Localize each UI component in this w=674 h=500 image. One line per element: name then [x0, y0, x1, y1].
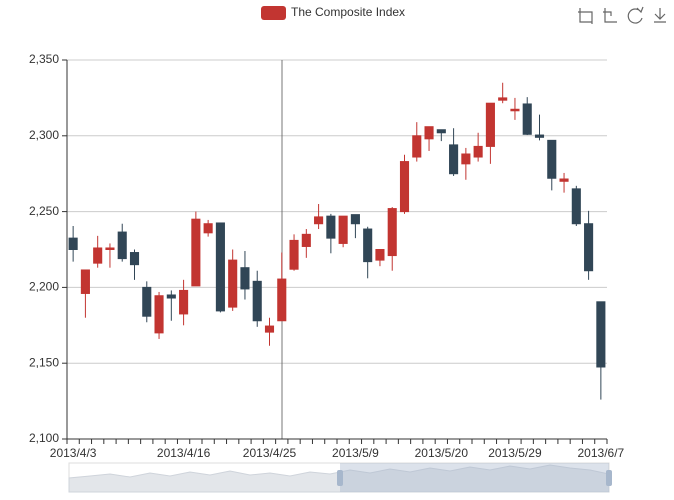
candle-body [473, 145, 483, 158]
y-tick-label: 2,350 [29, 52, 59, 66]
candle-body [510, 108, 520, 112]
candle-body [547, 139, 557, 179]
candle-body [301, 233, 311, 247]
candle-body [314, 216, 324, 225]
x-tick-label: 2013/5/29 [488, 446, 542, 460]
candle-body [129, 252, 140, 266]
candle-body [412, 135, 422, 158]
candle-body [498, 97, 508, 101]
candle-body [485, 102, 495, 147]
restore-icon[interactable] [627, 6, 644, 24]
slider-handle[interactable] [606, 470, 612, 486]
slider-handle[interactable] [337, 470, 343, 486]
candle-body [338, 215, 348, 244]
save-icon[interactable] [654, 8, 666, 23]
candle-body [461, 153, 471, 165]
candle-body [449, 144, 459, 175]
candle-body [559, 178, 569, 182]
candle-body [179, 289, 189, 315]
x-tick-label: 2013/4/25 [243, 446, 297, 460]
candle-body [350, 214, 360, 225]
candle-body [534, 134, 545, 138]
y-tick-label: 2,200 [29, 280, 59, 294]
candle-body [436, 129, 446, 134]
candle-body [363, 228, 373, 263]
candle-body [571, 188, 581, 225]
candle-body [240, 267, 250, 290]
candle-body [399, 161, 410, 213]
candle-body [584, 223, 594, 272]
candle-body [522, 103, 532, 135]
candle-body [375, 249, 385, 261]
candle-body [252, 280, 262, 322]
candle-body [228, 259, 238, 308]
toolbox [578, 6, 666, 24]
candle-body [264, 325, 275, 333]
candle-body [68, 237, 78, 251]
x-tick-label: 2013/4/16 [157, 446, 211, 460]
candle-body [166, 294, 176, 299]
candle-body [142, 286, 152, 317]
y-tick-label: 2,150 [29, 355, 59, 369]
candle-body [105, 247, 115, 250]
candle-body [424, 126, 434, 140]
x-tick-label: 2013/5/9 [332, 446, 379, 460]
candle-body [596, 301, 606, 368]
zoom-reset-icon[interactable] [603, 8, 617, 23]
slider-selection[interactable] [340, 463, 609, 492]
y-tick-label: 2,100 [29, 431, 59, 445]
candle-body [80, 269, 90, 294]
candle-body [277, 278, 287, 322]
candle-body [203, 223, 213, 234]
data-zoom [68, 462, 612, 493]
candle-body [387, 208, 397, 257]
x-tick-label: 2013/5/20 [415, 446, 469, 460]
y-tick-label: 2,300 [29, 128, 59, 142]
candle-body [326, 215, 336, 239]
candle-body [191, 218, 201, 287]
x-tick-label: 2013/4/3 [50, 446, 97, 460]
zoom-icon[interactable] [578, 8, 593, 24]
candle-body [289, 239, 299, 270]
legend-label[interactable]: The Composite Index [291, 5, 405, 19]
candle-body [215, 222, 225, 312]
candle-body [154, 295, 164, 334]
legend-swatch[interactable] [261, 6, 286, 20]
y-tick-label: 2,250 [29, 204, 59, 218]
candle-body [93, 247, 103, 264]
candle-body [117, 231, 127, 260]
x-tick-label: 2013/6/7 [578, 446, 625, 460]
